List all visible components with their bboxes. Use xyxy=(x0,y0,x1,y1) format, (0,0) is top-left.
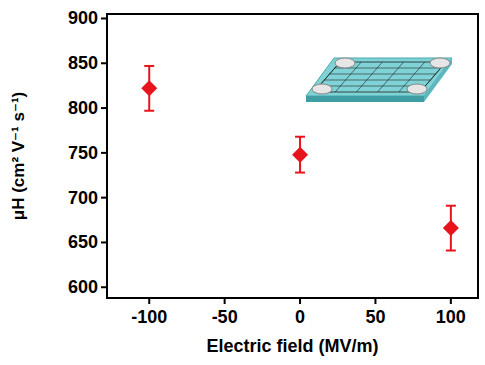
x-tick xyxy=(224,298,226,304)
y-tick xyxy=(101,17,107,19)
x-tick xyxy=(450,298,452,304)
y-tick-label: 800 xyxy=(68,98,98,118)
x-tick-label: -100 xyxy=(131,307,167,327)
y-tick-label: 900 xyxy=(68,8,98,28)
y-tick-label: 650 xyxy=(68,232,98,252)
error-cap xyxy=(446,250,456,252)
y-tick xyxy=(101,286,107,288)
y-tick-label: 600 xyxy=(68,277,98,297)
y-tick xyxy=(101,107,107,109)
inset-lattice xyxy=(324,80,430,81)
inset-contact xyxy=(312,84,332,94)
y-axis-title: μH (cm² V⁻¹ s⁻¹) xyxy=(9,92,28,220)
data-point xyxy=(141,80,157,96)
x-tick-label: -50 xyxy=(212,307,238,327)
chart: 600 650 700 750 800 850 900 -100 -50 0 50 100 Electr… xyxy=(0,0,485,365)
y-tick xyxy=(101,152,107,154)
inset-lattice xyxy=(330,74,436,75)
inset-contact xyxy=(407,84,427,94)
inset-lattice xyxy=(378,62,404,92)
y-tick-label: 750 xyxy=(68,143,98,163)
error-cap xyxy=(144,110,154,112)
y-tick-label: 700 xyxy=(68,188,98,208)
inset-contact xyxy=(335,58,355,68)
x-axis-title: Electric field (MV/m) xyxy=(206,336,378,356)
x-tick xyxy=(148,298,150,304)
x-tick xyxy=(299,298,301,304)
y-tick xyxy=(101,241,107,243)
y-tick xyxy=(101,197,107,199)
y-tick-label: 850 xyxy=(68,53,98,73)
inset-contact xyxy=(430,58,450,68)
y-tick xyxy=(101,62,107,64)
x-tick-label: 100 xyxy=(436,307,466,327)
plot-frame xyxy=(107,14,478,298)
error-cap xyxy=(446,205,456,207)
inset-lattice xyxy=(356,62,382,92)
data-layer xyxy=(141,66,459,251)
error-cap xyxy=(295,136,305,138)
x-tick xyxy=(374,298,376,304)
inset xyxy=(306,58,452,102)
data-point xyxy=(443,220,459,236)
error-cap xyxy=(295,172,305,174)
x-tick-label: 0 xyxy=(295,307,305,327)
inset-substrate-side xyxy=(306,96,424,102)
data-point xyxy=(292,147,308,163)
x-tick-label: 50 xyxy=(365,307,385,327)
error-cap xyxy=(144,65,154,67)
inset-lattice xyxy=(335,68,441,69)
